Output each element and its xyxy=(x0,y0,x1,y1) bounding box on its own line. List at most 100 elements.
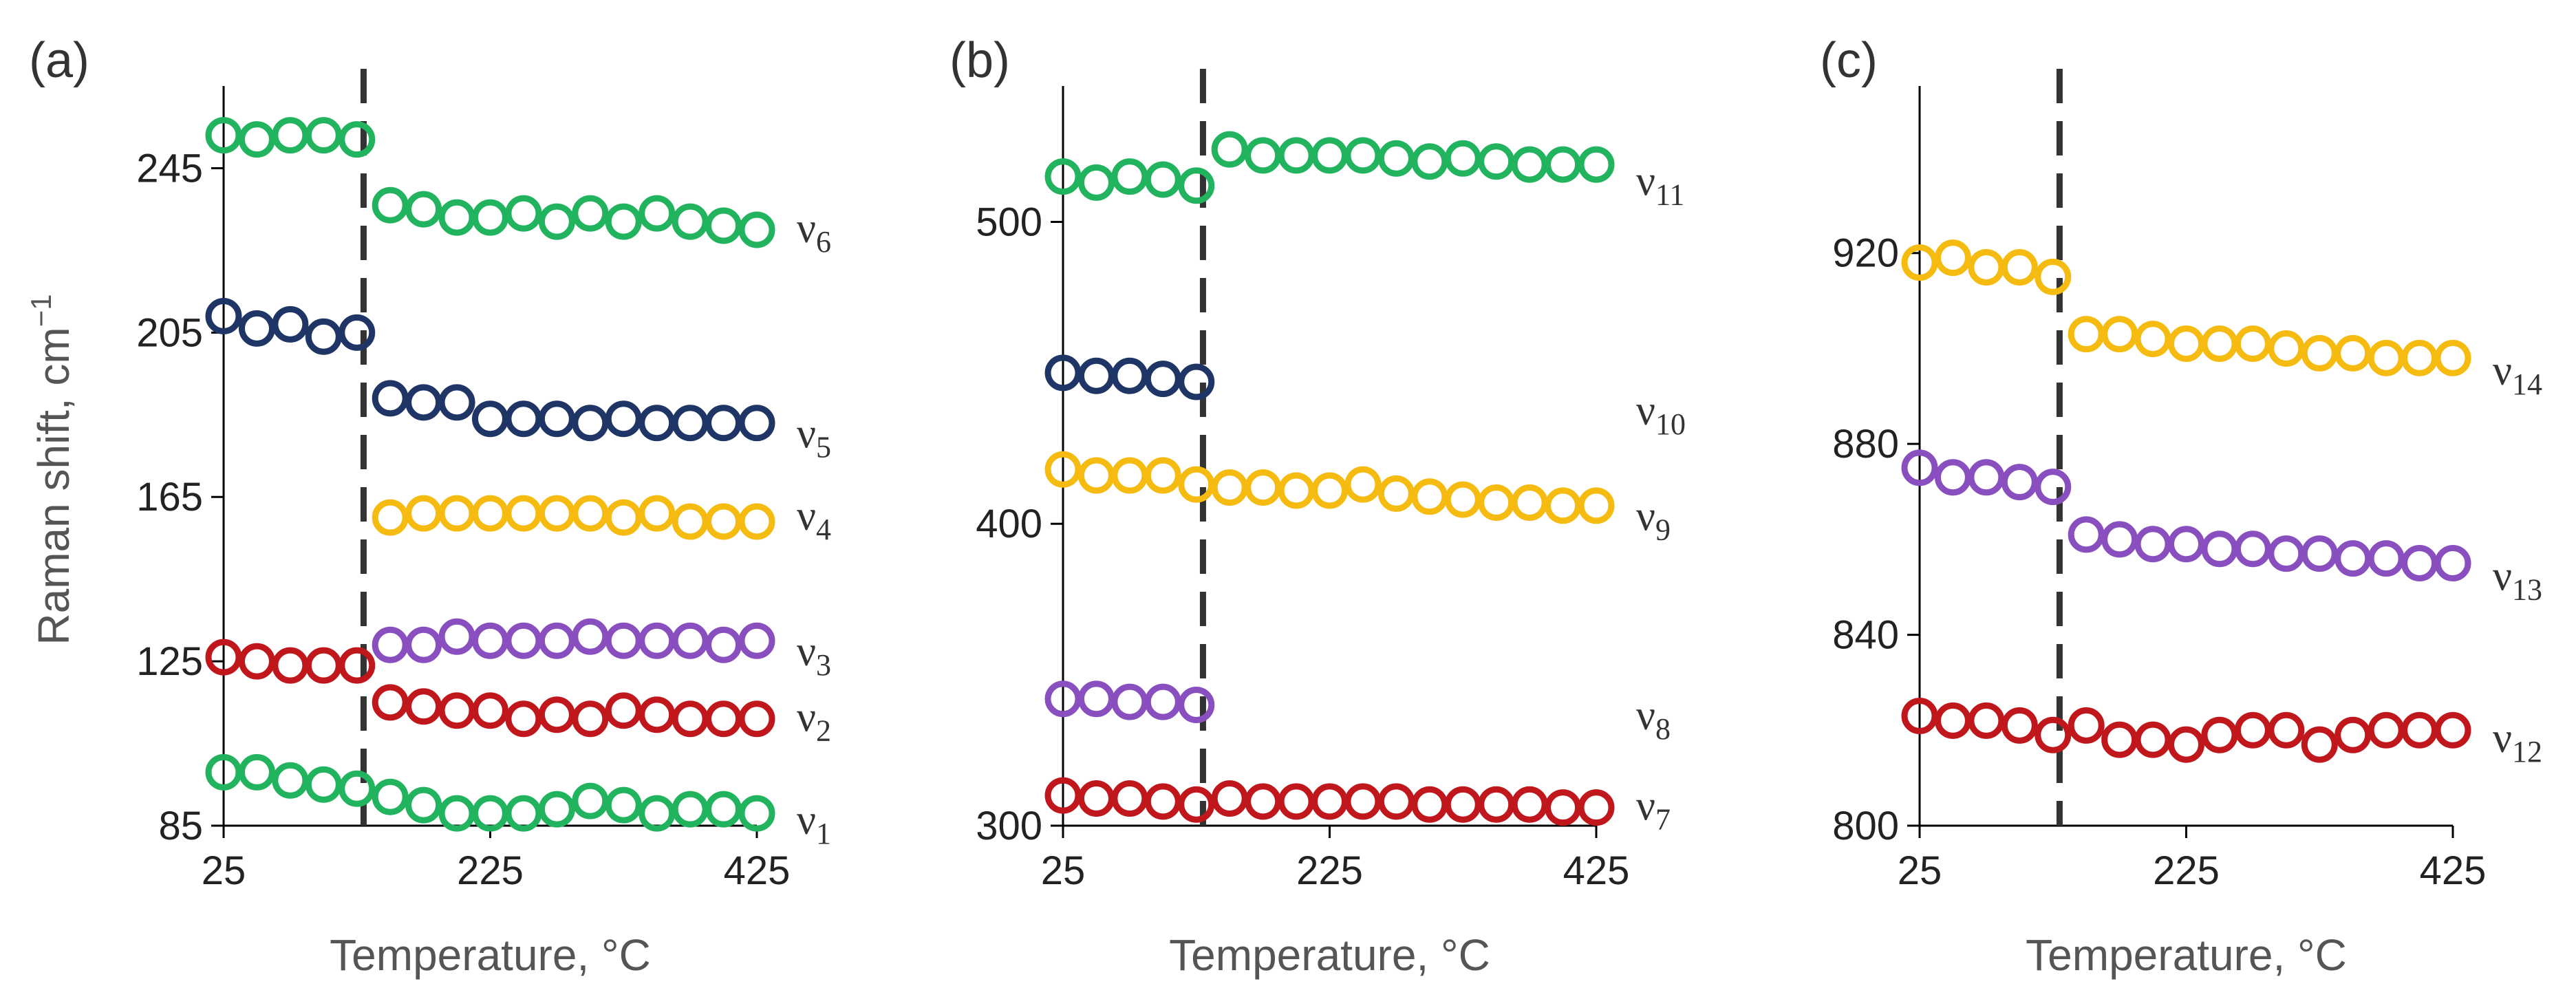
data-point xyxy=(538,400,575,438)
data-point xyxy=(1044,158,1082,195)
data-point xyxy=(2068,707,2105,744)
data-point xyxy=(738,622,775,659)
data-point xyxy=(638,195,676,232)
data-point xyxy=(572,495,609,532)
x-axis-title: Temperature, °C xyxy=(330,930,651,980)
series-label: ν1 xyxy=(797,797,831,850)
data-point xyxy=(738,503,775,540)
series-nu-13: ν13 xyxy=(1901,449,2542,606)
series-label: ν3 xyxy=(797,628,831,682)
data-point xyxy=(339,121,376,158)
data-point xyxy=(705,503,742,540)
data-point xyxy=(705,626,742,663)
data-point xyxy=(1111,683,1148,720)
data-point xyxy=(1111,780,1148,817)
y-tick-label: 85 xyxy=(158,804,203,848)
y-tick-label: 245 xyxy=(136,146,203,191)
data-point xyxy=(2434,339,2471,376)
data-point xyxy=(572,700,609,738)
data-point xyxy=(2368,540,2405,577)
data-point xyxy=(305,318,342,355)
data-point xyxy=(2301,535,2338,572)
data-point xyxy=(505,495,542,532)
series-label: ν11 xyxy=(1636,158,1684,211)
data-point xyxy=(1144,361,1181,398)
data-point xyxy=(2234,530,2271,568)
data-point xyxy=(1144,161,1181,198)
data-point xyxy=(1044,777,1082,814)
panel-label: (b) xyxy=(949,33,1010,88)
data-point xyxy=(1077,457,1115,494)
data-point xyxy=(572,618,609,655)
data-point xyxy=(1377,475,1415,512)
data-point xyxy=(1311,137,1348,174)
series-nu-10: ν10 xyxy=(1044,354,1686,441)
data-point xyxy=(2334,334,2372,372)
data-point xyxy=(538,203,575,240)
y-tick-label: 920 xyxy=(1832,231,1899,276)
data-point xyxy=(2101,521,2138,558)
data-point xyxy=(1578,789,1615,826)
data-point xyxy=(1444,481,1481,518)
series-nu-4: ν4 xyxy=(372,493,831,546)
data-point xyxy=(505,700,542,738)
data-point xyxy=(1968,249,2005,286)
data-point xyxy=(2101,316,2138,353)
y-tick-label: 800 xyxy=(1832,804,1899,848)
series-nu-2: ν2 xyxy=(205,639,831,748)
x-axis-title: Temperature, °C xyxy=(2026,930,2347,980)
series-nu-11: ν11 xyxy=(1044,131,1684,211)
data-point xyxy=(1144,683,1181,720)
data-point xyxy=(505,195,542,232)
data-point xyxy=(305,766,342,803)
data-point xyxy=(1377,783,1415,820)
series-nu-3: ν3 xyxy=(372,618,831,682)
data-point xyxy=(305,647,342,684)
data-point xyxy=(1077,780,1115,817)
data-point xyxy=(1478,484,1515,522)
data-point xyxy=(1901,449,1938,486)
data-point xyxy=(2001,464,2038,501)
data-point xyxy=(1211,780,1248,817)
data-point xyxy=(705,207,742,244)
series-label: ν14 xyxy=(2493,347,2542,401)
data-point xyxy=(2134,721,2171,758)
data-point xyxy=(1111,158,1148,195)
data-point xyxy=(605,499,642,536)
data-point xyxy=(1245,137,1282,174)
data-point xyxy=(705,791,742,828)
data-point xyxy=(2268,535,2305,572)
data-point xyxy=(638,795,676,832)
data-point xyxy=(538,791,575,828)
y-axis-title: Raman shift, cm−1 xyxy=(25,294,78,645)
data-point xyxy=(672,503,709,540)
x-axis-title: Temperature, °C xyxy=(1169,930,1490,980)
y-tick-label: 205 xyxy=(136,310,203,355)
data-point xyxy=(1144,457,1181,494)
data-point xyxy=(2368,711,2405,749)
data-point xyxy=(1578,146,1615,183)
data-point xyxy=(1511,786,1548,823)
data-point xyxy=(672,405,709,442)
data-point xyxy=(705,700,742,738)
data-point xyxy=(1211,131,1248,168)
data-point xyxy=(372,186,409,224)
data-point xyxy=(2201,530,2238,568)
data-point xyxy=(1377,140,1415,177)
data-point xyxy=(2268,330,2305,367)
data-point xyxy=(438,199,475,236)
data-point xyxy=(2001,707,2038,744)
data-point xyxy=(238,121,275,158)
data-point xyxy=(572,405,609,442)
data-point xyxy=(205,117,242,154)
y-tick-label: 880 xyxy=(1832,422,1899,467)
series-label: ν5 xyxy=(797,411,831,464)
data-point xyxy=(1968,459,2005,496)
data-point xyxy=(2334,716,2372,753)
data-point xyxy=(1044,354,1082,392)
data-point xyxy=(505,795,542,832)
data-point xyxy=(1044,451,1082,488)
data-point xyxy=(238,643,275,680)
series-label: ν12 xyxy=(2493,715,2542,769)
